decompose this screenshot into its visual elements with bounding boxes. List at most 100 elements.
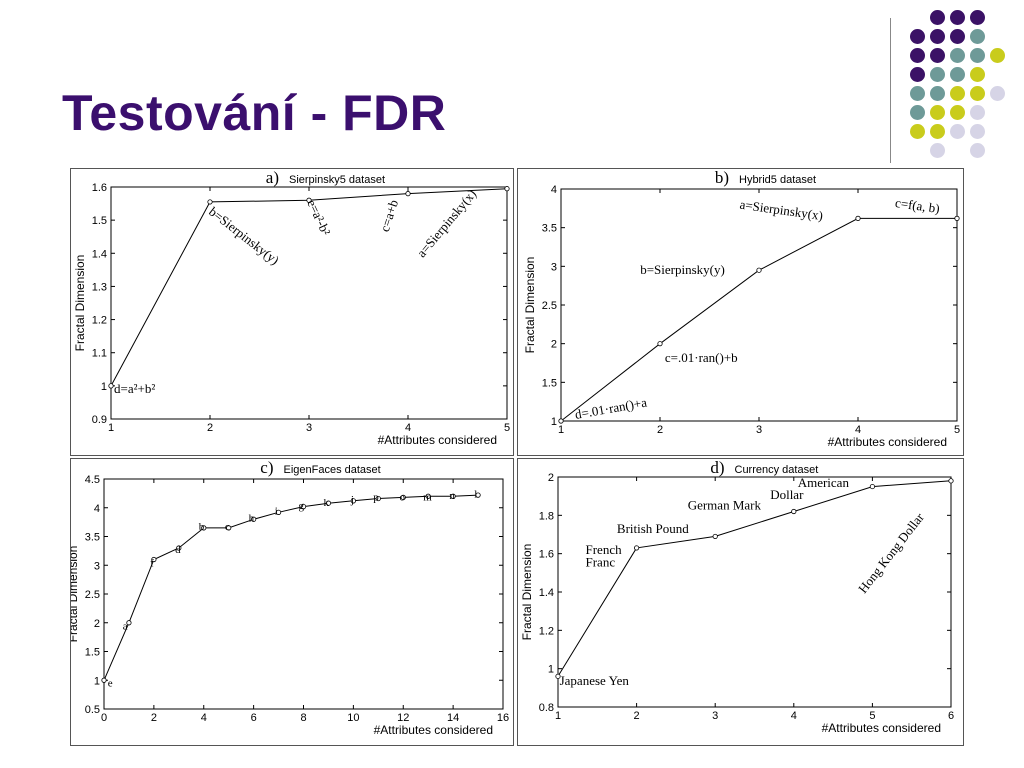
y-tick-label: 2 [551,339,557,351]
y-tick-label: 3.5 [85,532,100,544]
title-divider-line [890,18,891,163]
data-point [300,503,307,510]
decorative-dot [910,124,925,139]
y-tick-label: 3 [94,560,100,572]
decorative-dot [930,143,945,158]
point-annotation: Dollar [770,487,804,502]
series-line [103,494,479,681]
y-tick-label: 0.8 [539,702,554,714]
point-annotation: a=Sierpinsky(x) [414,186,479,260]
data-point [375,495,381,502]
chart-title: Currency dataset [735,464,819,476]
x-tick-label: 5 [869,710,875,722]
series-line [560,217,957,422]
decorative-dot [930,29,945,44]
decorative-dot [950,86,965,101]
point-annotation: e [108,678,113,690]
x-tick-label: 10 [347,712,359,724]
data-point [176,545,182,551]
y-tick-label: 1 [94,675,100,687]
x-tick-label: 3 [306,422,312,434]
x-tick-label: 4 [201,712,207,724]
x-tick-label: 3 [756,424,762,436]
point-annotation: m [423,491,432,503]
series-line [557,480,952,677]
point-annotation: i [275,506,278,518]
x-tick-label: 4 [405,422,411,434]
y-tick-label: 2 [94,618,100,630]
panel-letter: c) [260,459,273,477]
data-point [657,341,663,347]
point-annotation: e=a²-b² [304,197,333,237]
point-annotation: f [150,557,154,569]
y-axis-label: Fractal Dimension [73,255,87,352]
y-tick-label: 2.5 [85,589,100,601]
chart-panel-d: 1 2 3 4 5 6 0.8 1 1.2 1.4 1.6 1.8 2 #Attributes consi… [517,458,964,746]
decorative-dot [930,10,945,25]
point-annotation: b=Sierpinsky(y) [206,204,282,268]
decorative-dot [930,124,945,139]
data-point [201,525,207,531]
decorative-dot [970,105,985,120]
data-point [350,498,356,504]
chart-d-currency: 1 2 3 4 5 60.811.21.41.61.82#Attributes consi… [520,459,954,735]
point-annotation: d [175,544,181,556]
decorative-dot [970,29,985,44]
data-point [226,525,232,531]
data-point [207,199,213,205]
x-tick-label: 8 [300,712,306,724]
y-tick-label: 3 [551,261,557,273]
data-point [126,620,132,626]
x-tick-label: 16 [497,712,509,724]
y-tick-label: 1.8 [539,510,554,522]
x-tick-label: 6 [251,712,257,724]
point-annotation: d=.01·ran()+a [574,395,648,422]
x-tick-label: 1 [108,422,114,434]
y-tick-label: 3.5 [542,223,557,235]
decorative-dot [950,124,965,139]
data-point [405,191,411,197]
data-point [325,500,332,506]
y-tick-label: 4.5 [85,474,100,486]
panel-letter: d) [710,459,724,477]
data-point [275,509,282,515]
x-tick-label: 3 [712,710,718,722]
y-axis-label: Fractal Dimension [520,544,534,641]
data-point [756,267,762,273]
point-annotation: Japanese Yen [560,673,630,688]
data-point [948,478,954,484]
point-annotation: American [798,475,850,490]
panel-letter: a) [266,169,279,187]
decorative-dot [910,105,925,120]
data-point [475,492,481,498]
y-tick-label: 1.3 [92,281,107,293]
point-annotation: h [249,513,255,525]
decorative-dot [910,48,925,63]
data-point [558,418,564,424]
y-tick-label: 1.5 [92,215,107,227]
x-tick-label: 2 [657,424,663,436]
y-tick-label: 1.5 [85,647,100,659]
x-tick-label: 2 [151,712,157,724]
y-tick-label: 2.5 [542,300,557,312]
point-annotation: French [586,542,623,557]
point-annotation: p [373,491,379,503]
page-title: Testování - FDR [62,85,447,141]
point-annotation: j [350,494,354,506]
point-annotation: c=f(a, b) [894,195,941,216]
point-annotation: b=Sierpinsky(y) [640,262,725,277]
data-point [855,215,861,221]
data-point [425,493,431,499]
y-axis-label: Fractal Dimension [71,546,80,643]
chart-title: Hybrid5 dataset [739,174,816,186]
plot-area-frame [103,478,504,710]
decorative-dot [970,86,985,101]
point-annotation: Franc [586,554,616,569]
decorative-dot [990,48,1005,63]
x-tick-label: 2 [207,422,213,434]
data-point [869,483,875,490]
data-point [400,494,406,501]
point-annotation: c=a+b [377,198,401,234]
y-tick-label: 1.6 [92,182,107,194]
data-point [151,556,157,563]
